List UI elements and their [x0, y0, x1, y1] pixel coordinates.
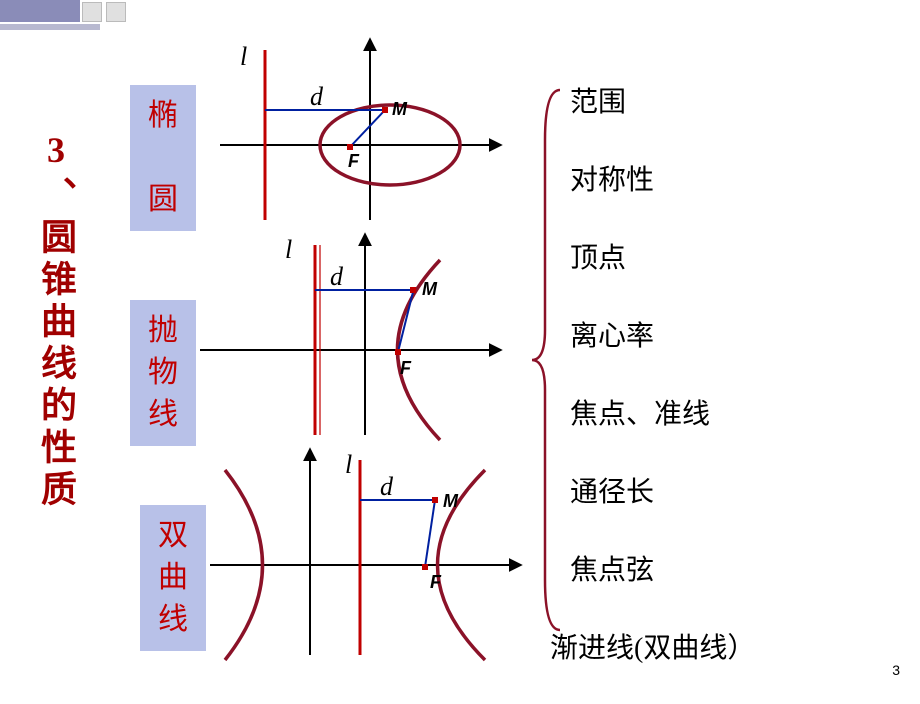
- hyperbola-diagram: l d M F: [210, 445, 530, 665]
- l-label: l: [345, 450, 352, 479]
- property-item: 焦点弦: [570, 548, 755, 588]
- d-label: d: [380, 472, 394, 501]
- m-label: M: [392, 99, 408, 119]
- property-item: 离心率: [570, 314, 755, 354]
- hyperbola-label: 双曲线: [140, 505, 206, 651]
- parabola-label: 抛物线: [130, 300, 196, 446]
- parabola-diagram: l d M F: [200, 230, 520, 450]
- point-m: [382, 107, 388, 113]
- point-f: [395, 349, 401, 355]
- fm-segment: [425, 500, 435, 567]
- ellipse-label: 椭圆: [130, 85, 196, 231]
- top-decor-bar: [0, 0, 80, 22]
- m-label: M: [443, 491, 459, 511]
- page-number: 3: [892, 662, 900, 678]
- property-item: 对称性: [570, 158, 755, 198]
- point-f: [422, 564, 428, 570]
- d-label: d: [330, 262, 344, 291]
- f-label: F: [430, 572, 442, 592]
- fm-segment: [350, 110, 385, 147]
- property-item: 范围: [570, 80, 755, 120]
- property-item: 通径长: [570, 470, 755, 510]
- ellipse-label-text: 椭圆: [148, 99, 178, 216]
- m-label: M: [422, 279, 438, 299]
- property-item: 顶点: [570, 236, 755, 276]
- property-item: 渐进线(双曲线）: [550, 626, 755, 666]
- point-f: [347, 144, 353, 150]
- point-m: [410, 287, 416, 293]
- top-decor-square: [106, 2, 126, 22]
- parabola-label-text: 抛物线: [148, 314, 178, 431]
- l-label: l: [240, 42, 247, 71]
- page-title: 3、圆锥曲线的性质: [30, 130, 82, 530]
- top-decor-line: [0, 24, 100, 30]
- l-label: l: [285, 235, 292, 264]
- properties-list: 范围 对称性 顶点 离心率 焦点、准线 通径长 焦点弦 渐进线(双曲线）: [570, 80, 755, 704]
- point-m: [432, 497, 438, 503]
- top-decor-square: [82, 2, 102, 22]
- f-label: F: [348, 151, 360, 171]
- hyperbola-label-text: 双曲线: [158, 519, 188, 636]
- ellipse-diagram: l d M F: [220, 35, 520, 225]
- f-label: F: [400, 358, 412, 378]
- d-label: d: [310, 82, 324, 111]
- curly-brace: [530, 80, 570, 640]
- property-item: 焦点、准线: [570, 392, 755, 432]
